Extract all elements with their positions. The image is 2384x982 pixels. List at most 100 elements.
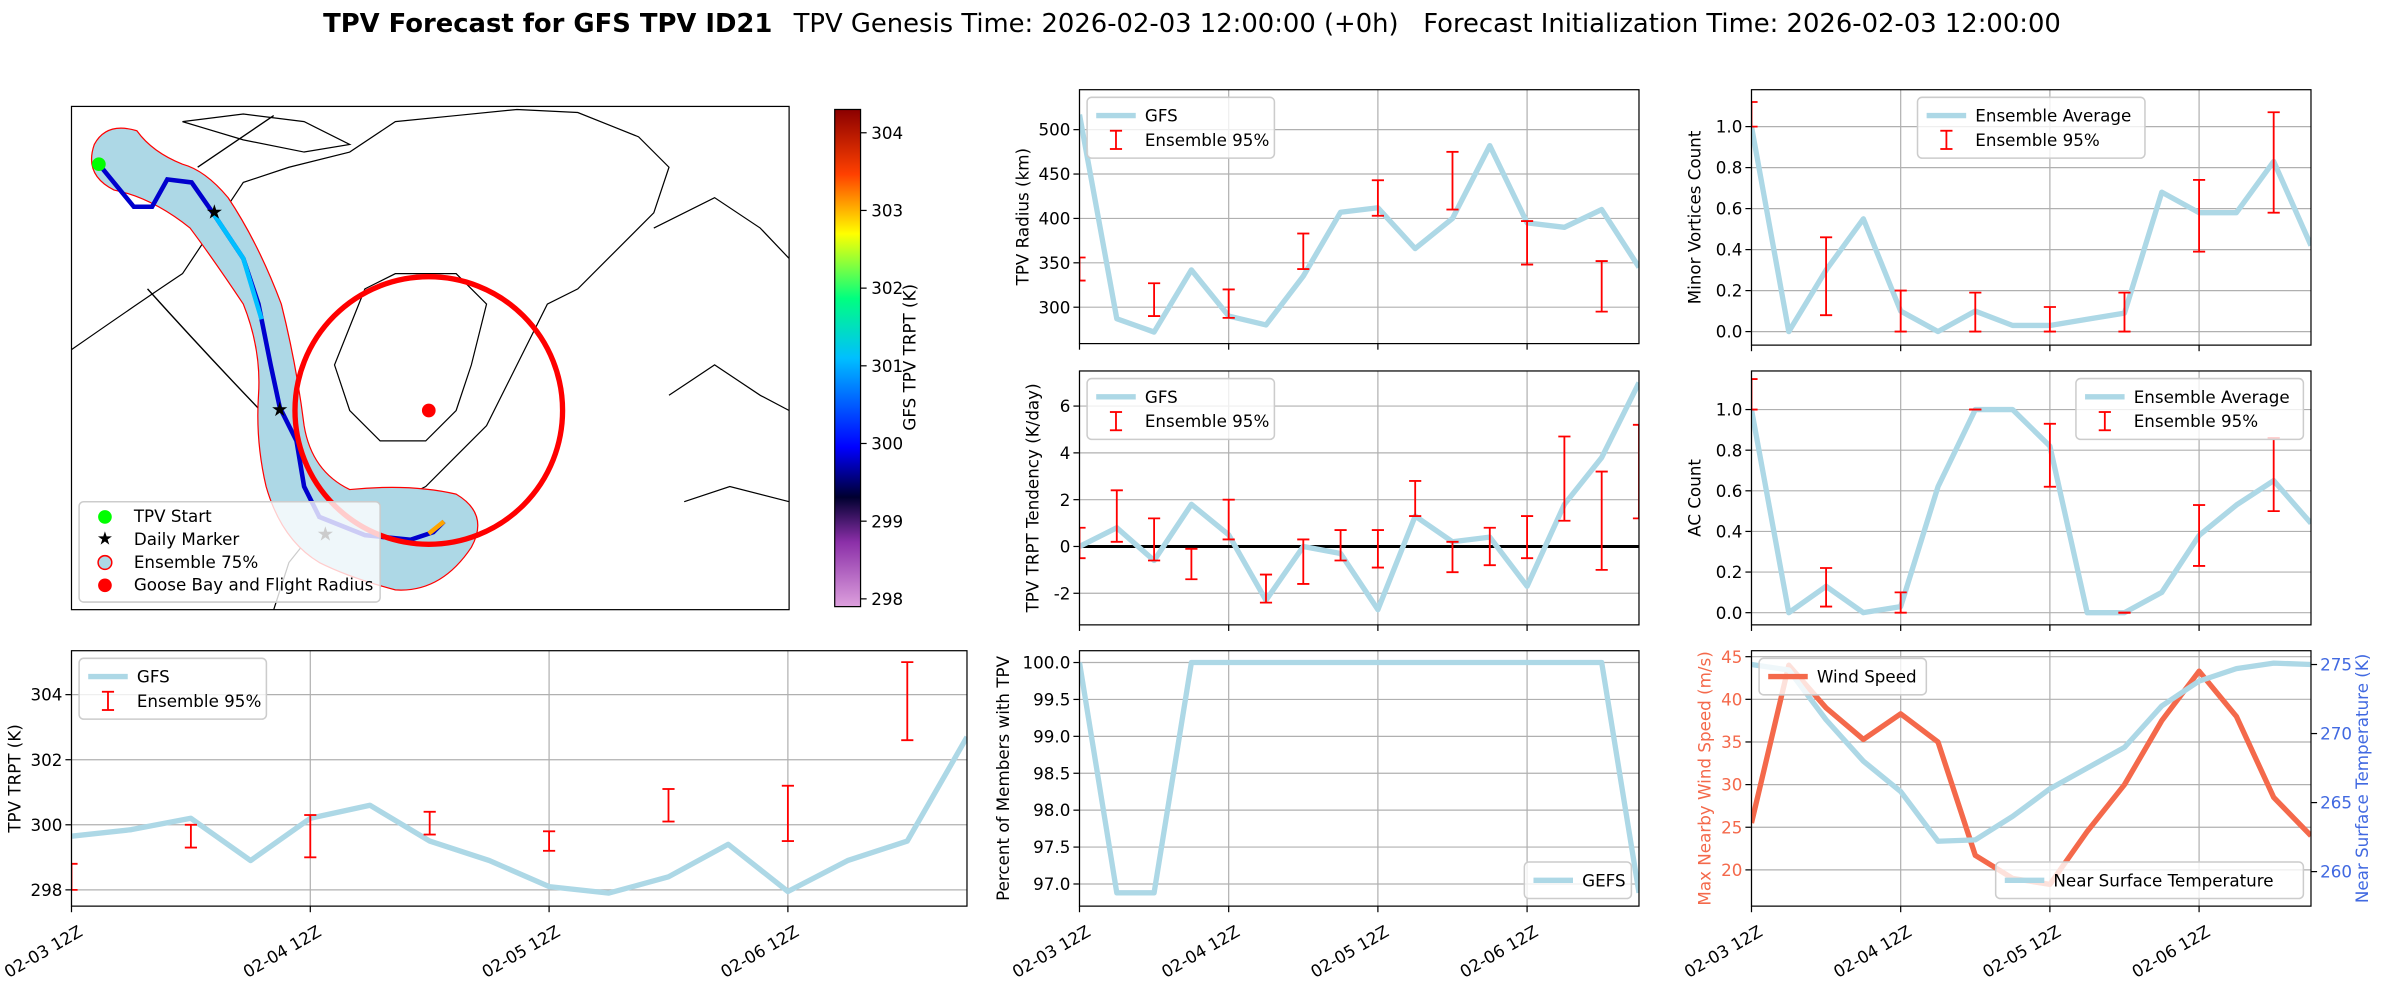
error-bar (1185, 547, 1198, 581)
error-bar (1148, 517, 1161, 562)
map: ★ ★ ★ ★ TPV Start Daily Marker Ensemble … (71, 106, 790, 610)
y-tick-label: 400 (1038, 209, 1070, 229)
y-axis-label: TPV TRPT (K) (5, 724, 25, 834)
y-axis-label: AC Count (1685, 459, 1705, 537)
x-tick-label: 02-03 12Z (1681, 921, 1766, 982)
y-tick-label: 500 (1038, 120, 1070, 140)
legend-label: GFS (1145, 106, 1178, 126)
y-axis-label: Percent of Members with TPV (993, 655, 1013, 901)
y-tick-label: 0.2 (1716, 281, 1743, 301)
x-tick-label: 02-05 12Z (478, 921, 563, 982)
series-line (1751, 660, 2311, 844)
error-bar (1820, 567, 1833, 608)
y-tick-label: 0.8 (1716, 440, 1743, 460)
legend-box (1086, 96, 1276, 159)
error-bar (1079, 256, 1086, 282)
legend-label: Ensemble 95% (1145, 411, 1269, 431)
x-tick-label: 02-04 12Z (1830, 921, 1915, 982)
axes-frame (1750, 650, 2312, 907)
legend-label: GFS (1145, 387, 1178, 407)
error-bar (1632, 423, 1639, 520)
chart: -2 0 2 4 6 TPV TRPT Tendency (K/day) GFS Ensemb… (1022, 370, 1640, 631)
series-line (1751, 406, 2311, 616)
y-tick-label: 0 (1060, 537, 1071, 557)
error-bar (2193, 178, 2206, 253)
legend: Wind Speed (1758, 657, 1928, 696)
y-tick-label: 1.0 (1716, 400, 1743, 420)
y-tick-label: -2 (1054, 583, 1071, 603)
y-tick-label: 97.5 (1033, 837, 1070, 857)
svg-text:★: ★ (206, 200, 224, 223)
error-bar (1820, 236, 1833, 317)
y-tick-label: 300 (1038, 297, 1070, 317)
chart: 0.0 0.2 0.4 0.6 0.8 1.0 Minor Vortices Count En… (1685, 89, 2312, 352)
y-tick-label: 304 (30, 685, 62, 705)
error-bar (184, 823, 197, 849)
error-bar (1521, 220, 1534, 266)
legend: GFS Ensemble 95% (1086, 96, 1276, 159)
legend-label: GFS (137, 667, 170, 687)
map-legend-label: Ensemble 75% (134, 552, 258, 572)
colorbar-tick-label: 301 (871, 356, 903, 376)
y-axis-label: TPV Radius (km) (1013, 148, 1033, 286)
y2-tick-label: 265 (2320, 793, 2352, 813)
y-tick-label: 25 (1721, 817, 1742, 837)
y-tick-label: 35 (1721, 732, 1742, 752)
error-bar (2267, 111, 2280, 214)
y2-tick-label: 260 (2320, 862, 2352, 882)
subtitle: TPV Genesis Time: 2026-02-03 12:00:00 (+… (793, 9, 2061, 39)
legend-box (1086, 377, 1276, 441)
axes-frame (1750, 89, 2312, 346)
error-bar (1558, 435, 1571, 522)
error-bar (1595, 260, 1608, 313)
colorbar-tick-label: 299 (871, 511, 903, 531)
y-tick-label: 0.4 (1716, 522, 1743, 542)
y-tick-label: 0.6 (1716, 481, 1743, 501)
error-bar (1079, 526, 1086, 560)
y-tick-label: 350 (1038, 253, 1070, 273)
y-tick-label: 302 (30, 750, 62, 770)
error-bar (1371, 529, 1384, 569)
legend-label: Wind Speed (1817, 667, 1917, 687)
y-tick-label: 99.5 (1033, 690, 1070, 710)
x-tick-label: 02-06 12Z (717, 921, 802, 982)
legend-box (1916, 96, 2146, 159)
y-tick-label: 0.0 (1716, 322, 1743, 342)
error-bar (423, 810, 436, 836)
error-bar (1110, 489, 1123, 543)
error-bar (1751, 378, 1758, 411)
colorbar-tick-label: 304 (871, 123, 903, 143)
title: TPV Forecast for GFS TPV ID21 (323, 9, 772, 39)
error-bar (1222, 288, 1235, 319)
error-bar (1446, 150, 1459, 211)
y-tick-label: 4 (1060, 443, 1071, 463)
error-bar (1894, 591, 1907, 614)
legend-label: Ensemble 95% (137, 691, 261, 711)
figure-title: TPV Forecast for GFS TPV ID21 TPV Genesis… (323, 9, 2061, 39)
y2-tick-label: 270 (2320, 724, 2352, 744)
y-tick-label: 6 (1060, 396, 1071, 416)
error-bar (1222, 498, 1235, 541)
map-legend-label: Goose Bay and Flight Radius (134, 575, 373, 595)
y2-axis-label: Near Surface Temperature (K) (2352, 654, 2372, 903)
error-bar (543, 830, 556, 852)
legend: Ensemble Average Ensemble 95% (1916, 96, 2146, 159)
series-line (1751, 662, 2311, 888)
svg-text:★: ★ (271, 398, 289, 421)
x-tick-label: 02-06 12Z (1456, 921, 1541, 982)
series-line (1079, 659, 1639, 896)
error-bar (1334, 529, 1347, 562)
series-line (1079, 114, 1639, 335)
y-tick-label: 300 (30, 815, 62, 835)
svg-text:★: ★ (97, 529, 113, 550)
legend-label: Ensemble Average (2134, 387, 2290, 407)
x-tick-label: 02-03 12Z (1009, 921, 1094, 982)
series-line (1079, 381, 1639, 613)
chart: 20 25 30 35 40 45 Max Nearby Wind Speed (m/s) 2… (1681, 647, 2372, 982)
legend-box (1523, 861, 1633, 900)
error-bar (2043, 306, 2056, 333)
axes-frame (1078, 370, 1640, 626)
y-tick-label: 1.0 (1716, 117, 1743, 137)
